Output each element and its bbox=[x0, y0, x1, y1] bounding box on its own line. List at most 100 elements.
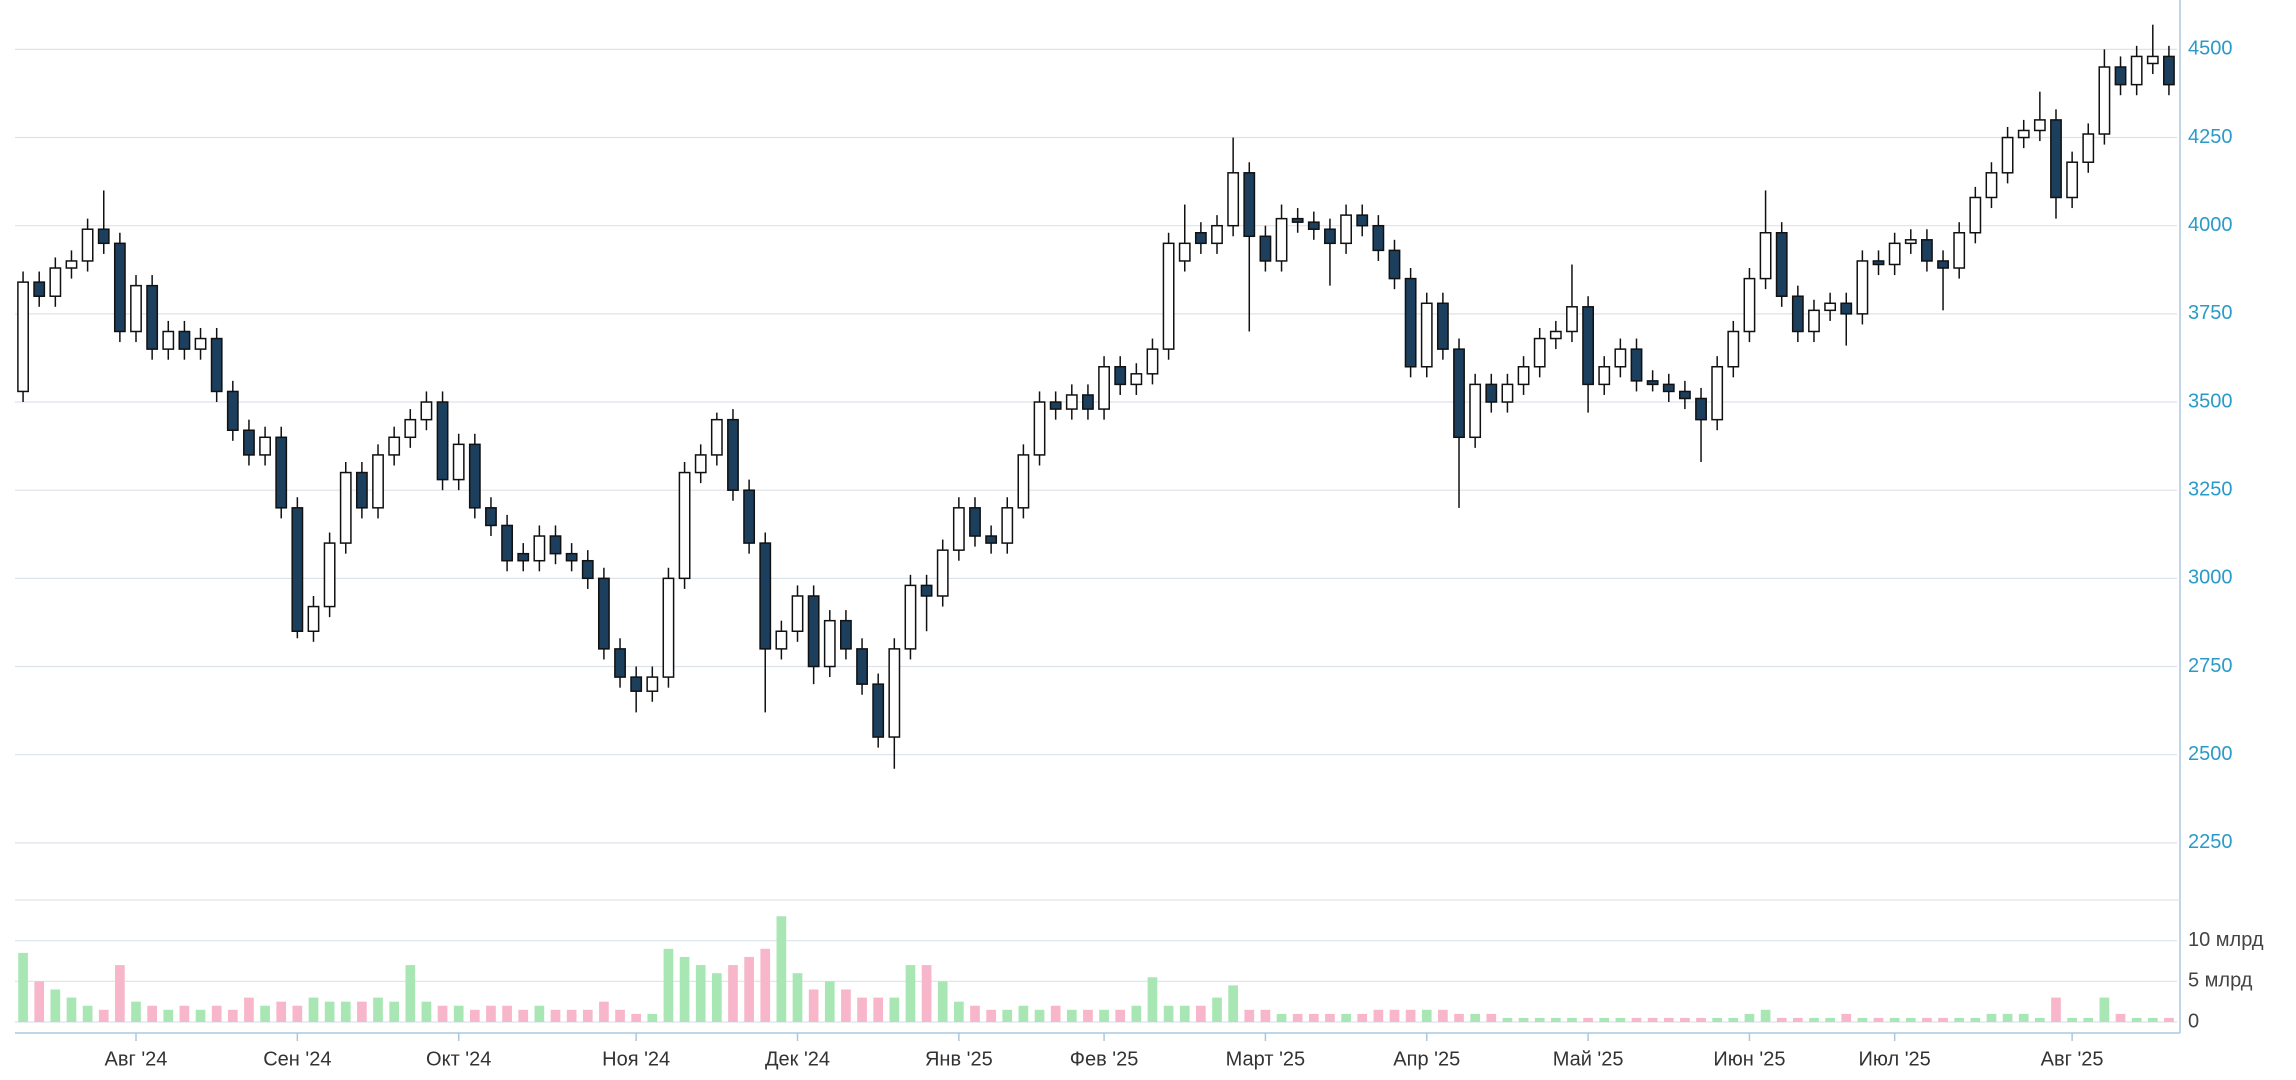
volume-bar bbox=[1889, 1017, 1900, 1022]
candle-body bbox=[581, 559, 594, 580]
volume-bar bbox=[357, 1001, 367, 1022]
volume-bar bbox=[986, 1009, 996, 1022]
volume-bar bbox=[1228, 985, 1238, 1022]
y-tick-label: 5 млрд bbox=[2188, 970, 2253, 992]
volume-bar bbox=[1583, 1017, 1593, 1022]
candle-body bbox=[501, 524, 514, 562]
candle-body bbox=[1566, 306, 1578, 333]
candle-body bbox=[436, 401, 449, 481]
candle-body bbox=[1614, 348, 1627, 368]
candle-body bbox=[130, 284, 142, 333]
volume-bar bbox=[1502, 1017, 1513, 1022]
x-tick-label: Авг '24 bbox=[105, 1048, 168, 1070]
candle-body bbox=[2130, 55, 2143, 86]
volume-bar bbox=[421, 1001, 432, 1022]
candle-body bbox=[1130, 373, 1143, 386]
volume-bar bbox=[1760, 1009, 1771, 1022]
candle-body bbox=[1227, 172, 1240, 227]
candle-body bbox=[1743, 277, 1756, 333]
candle-body bbox=[759, 542, 772, 650]
candle-body bbox=[1711, 366, 1724, 421]
candle-body bbox=[1727, 330, 1740, 368]
volume-bar bbox=[824, 981, 835, 1022]
volume-bar bbox=[647, 1013, 658, 1022]
candle-body bbox=[210, 337, 223, 393]
volume-bar bbox=[679, 956, 690, 1022]
volume-bar bbox=[1083, 1009, 1093, 1022]
candle-body bbox=[969, 507, 981, 537]
volume-bar bbox=[2147, 1017, 2158, 1022]
volume-bar bbox=[1615, 1017, 1626, 1022]
volume-bar bbox=[340, 1001, 351, 1022]
volume-bar bbox=[147, 1005, 157, 1022]
candle-body bbox=[1372, 224, 1385, 252]
candle-body bbox=[1953, 232, 1966, 269]
volume-bar bbox=[1454, 1013, 1464, 1022]
volume-bar bbox=[1922, 1017, 1932, 1022]
candle-body bbox=[2114, 66, 2127, 86]
volume-bar bbox=[2164, 1017, 2174, 1022]
candle-body bbox=[952, 507, 965, 551]
volume-bar bbox=[615, 1009, 625, 1022]
volume-bar bbox=[1066, 1009, 1077, 1022]
volume-bar bbox=[1712, 1017, 1723, 1022]
candle-body bbox=[1904, 239, 1917, 245]
y-tick-label: 3750 bbox=[2188, 302, 2233, 324]
volume-bar bbox=[1954, 1017, 1965, 1022]
volume-bar bbox=[599, 1001, 609, 1022]
volume-bar bbox=[50, 989, 61, 1022]
candle-body bbox=[97, 228, 110, 245]
volume-bar bbox=[954, 1001, 964, 1022]
volume-bar bbox=[115, 965, 125, 1022]
volume-bar bbox=[2083, 1017, 2094, 1022]
candle-body bbox=[178, 330, 191, 350]
volume-bar bbox=[82, 1005, 93, 1022]
volume-bar bbox=[276, 1001, 287, 1022]
candle-body bbox=[1888, 242, 1901, 266]
candle-body bbox=[1259, 235, 1272, 262]
candle-body bbox=[549, 535, 562, 555]
volume-bar bbox=[792, 973, 803, 1022]
volume-bar bbox=[2067, 1017, 2077, 1022]
volume-bar bbox=[1663, 1017, 1674, 1022]
candle-body bbox=[936, 549, 949, 597]
candle-body bbox=[372, 454, 384, 509]
candle-body bbox=[1356, 214, 1369, 227]
volume-bar bbox=[905, 965, 916, 1022]
volume-bar bbox=[744, 956, 754, 1022]
candle-body bbox=[823, 619, 836, 668]
candle-body bbox=[146, 284, 159, 350]
volume-bar bbox=[776, 916, 787, 1022]
volume-bar bbox=[1147, 977, 1158, 1022]
y-tick-label: 0 bbox=[2188, 1010, 2199, 1032]
volume-bar bbox=[211, 1005, 222, 1022]
candle-body bbox=[49, 267, 62, 297]
y-tick-label: 4000 bbox=[2188, 214, 2233, 236]
volume-bar bbox=[1696, 1017, 1706, 1022]
volume-bar bbox=[195, 1009, 206, 1022]
y-tick-label: 3000 bbox=[2188, 567, 2233, 589]
volume-bar bbox=[1308, 1013, 1319, 1022]
volume-bar bbox=[2002, 1013, 2013, 1022]
x-tick-label: Май '25 bbox=[1553, 1048, 1624, 1070]
candle-body bbox=[1420, 302, 1433, 368]
x-tick-label: Авг '25 bbox=[2041, 1048, 2104, 1070]
x-tick-label: Июл '25 bbox=[1859, 1048, 1931, 1070]
volume-bar bbox=[841, 989, 851, 1022]
volume-bar bbox=[308, 997, 319, 1022]
volume-bar bbox=[1292, 1013, 1303, 1022]
volume-bar bbox=[873, 997, 884, 1022]
candle-body bbox=[1549, 330, 1562, 340]
volume-bar bbox=[1793, 1017, 1803, 1022]
candle-body bbox=[485, 507, 497, 527]
volume-bar bbox=[1647, 1017, 1658, 1022]
candle-body bbox=[1630, 348, 1643, 382]
candle-body bbox=[840, 619, 852, 650]
volume-bar bbox=[469, 1009, 480, 1022]
volume-bar bbox=[453, 1005, 464, 1022]
candle-body bbox=[920, 584, 933, 597]
candle-body bbox=[1275, 217, 1288, 262]
y-tick-label: 10 млрд bbox=[2188, 929, 2264, 951]
volume-bar bbox=[1825, 1017, 1835, 1022]
volume-bar bbox=[1744, 1013, 1755, 1022]
